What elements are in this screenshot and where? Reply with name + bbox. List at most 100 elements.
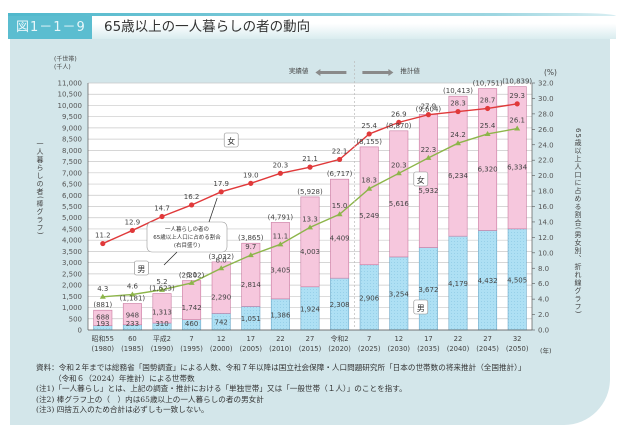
arrow-right-icon bbox=[362, 69, 394, 76]
female-ratio-label: 28.3 bbox=[450, 100, 466, 108]
right-tick-label: 26.0 bbox=[538, 126, 554, 134]
male-ratio-point bbox=[514, 125, 521, 131]
male-ratio-label: 6.1 bbox=[186, 271, 197, 279]
bar-male-label: 1,924 bbox=[300, 305, 321, 313]
female-ratio-label: 12.9 bbox=[125, 218, 141, 226]
male-ratio-point bbox=[277, 241, 284, 247]
x-tick-era: 昭和55 bbox=[92, 334, 114, 343]
male-ratio-point bbox=[188, 279, 195, 285]
bar-total-label: (10,839) bbox=[502, 78, 532, 86]
bar-female bbox=[448, 95, 468, 237]
male-ratio-label: 4.6 bbox=[127, 282, 139, 290]
x-tick-era: 22 bbox=[454, 335, 463, 343]
male-ratio-label: 5.2 bbox=[156, 278, 167, 286]
bar-female bbox=[478, 88, 498, 231]
right-tick-label: 18.0 bbox=[538, 188, 554, 196]
note-3: (注3) 四捨五入のため合計は必ずしも一致しない。 bbox=[36, 405, 209, 414]
bar-male-label: 1,386 bbox=[270, 311, 291, 319]
arrow-left-icon bbox=[315, 69, 347, 76]
x-tick-era: 7 bbox=[367, 335, 371, 343]
header-accent-line bbox=[8, 13, 616, 16]
bar-female bbox=[93, 309, 113, 326]
bar-total-label: (8,155) bbox=[356, 138, 382, 146]
male-ratio-point bbox=[99, 293, 106, 299]
callout-line3: (右目盛り) bbox=[174, 241, 200, 249]
bar-female bbox=[359, 146, 379, 266]
female-ratio-label: 21.1 bbox=[302, 155, 318, 163]
bar-female-label: 5,249 bbox=[359, 212, 379, 220]
bar-male-label: 460 bbox=[185, 320, 198, 328]
bar-female-label: 688 bbox=[96, 313, 109, 321]
male-ratio-label: 24.2 bbox=[450, 131, 466, 139]
x-tick-era: 60 bbox=[128, 335, 137, 343]
right-tick-label: 0.0 bbox=[538, 327, 549, 335]
female-ratio-point bbox=[100, 240, 106, 247]
male-ratio-point bbox=[484, 130, 491, 136]
bar-total-label: (10,751) bbox=[473, 80, 503, 88]
x-tick-year: (1985) bbox=[121, 345, 144, 353]
male-tag: 男 bbox=[137, 265, 145, 274]
x-tick-era: 22 bbox=[276, 335, 285, 343]
right-tick-label: 2.0 bbox=[538, 311, 549, 319]
female-ratio-point bbox=[514, 101, 520, 107]
bar-female-label: 1,313 bbox=[152, 309, 172, 317]
bar-female-label: 6,320 bbox=[478, 166, 498, 174]
bar-male-label: 1,051 bbox=[241, 315, 261, 323]
left-tick-label: 0 bbox=[78, 327, 82, 335]
x-tick-year: (2005) bbox=[239, 345, 262, 353]
left-tick-label: 9,000 bbox=[62, 124, 82, 132]
x-tick-year: (2030) bbox=[387, 345, 410, 353]
female-ratio-point bbox=[366, 131, 372, 137]
right-tick-label: 30.0 bbox=[538, 95, 554, 103]
bar-male-label: 742 bbox=[215, 319, 228, 327]
female-ratio-point bbox=[455, 108, 461, 115]
left-axis-title: 一人暮らしの者(棒グラフ) bbox=[36, 140, 44, 235]
left-unit-persons: (千人) bbox=[54, 63, 71, 71]
bar-total-label: (8,870) bbox=[386, 122, 412, 130]
x-tick-year: (2050) bbox=[506, 345, 529, 353]
x-tick-year: (2010) bbox=[269, 345, 292, 353]
x-tick-era: 令和2 bbox=[331, 334, 349, 343]
x-tick-era: 12 bbox=[394, 335, 403, 343]
left-tick-label: 8,500 bbox=[62, 136, 82, 144]
x-tick-year: (2025) bbox=[358, 345, 381, 353]
right-tick-label: 6.0 bbox=[538, 280, 549, 288]
left-tick-label: 5,500 bbox=[62, 203, 82, 211]
x-tick-year: (1990) bbox=[151, 345, 174, 353]
male-ratio-point bbox=[247, 252, 254, 258]
male-ratio-label: 11.1 bbox=[273, 232, 289, 240]
male-ratio-point bbox=[395, 170, 402, 176]
right-tick-label: 14.0 bbox=[538, 218, 554, 226]
bar-total-label: (10,413) bbox=[443, 87, 473, 95]
male-tag-box bbox=[134, 260, 149, 276]
bar-total-label: (881) bbox=[93, 301, 112, 309]
left-tick-label: 4,500 bbox=[62, 225, 82, 233]
female-ratio-label: 27.9 bbox=[421, 103, 437, 111]
left-tick-label: 5,000 bbox=[62, 214, 82, 222]
bar-female-label: 4,003 bbox=[300, 248, 320, 256]
female-ratio-point bbox=[277, 170, 283, 176]
x-tick-era: 17 bbox=[424, 335, 433, 343]
female-ratio-label: 29.3 bbox=[509, 92, 525, 100]
left-tick-label: 8,000 bbox=[62, 147, 82, 155]
male-ratio-point bbox=[366, 185, 373, 191]
left-tick-label: 6,000 bbox=[62, 192, 82, 200]
bar-male-label: 233 bbox=[126, 320, 139, 328]
header-bar bbox=[8, 13, 616, 39]
female-ratio-label: 19.0 bbox=[243, 171, 259, 179]
bar-male-label: 193 bbox=[96, 320, 109, 328]
male-ratio-point bbox=[455, 140, 461, 146]
callout-line2: 65歳以上人口に占める割合 bbox=[153, 233, 221, 241]
bar-female-label: 1,742 bbox=[182, 304, 202, 312]
bar-female-label: 2,290 bbox=[211, 294, 231, 302]
callout-pointer-female bbox=[208, 197, 218, 223]
callout-box bbox=[146, 221, 228, 253]
x-tick-year: (2015) bbox=[299, 345, 322, 353]
right-axis-title: 65歳以上人口に占める割合(男女別、折れ線グラフ) bbox=[574, 128, 582, 314]
female-ratio-point bbox=[218, 189, 224, 195]
bar-female-label: 6,234 bbox=[448, 172, 469, 180]
bar-female bbox=[389, 130, 409, 258]
x-tick-era: 32 bbox=[513, 335, 522, 343]
bar-male-label: 3,672 bbox=[418, 286, 438, 294]
right-tick-label: 10.0 bbox=[538, 249, 554, 257]
